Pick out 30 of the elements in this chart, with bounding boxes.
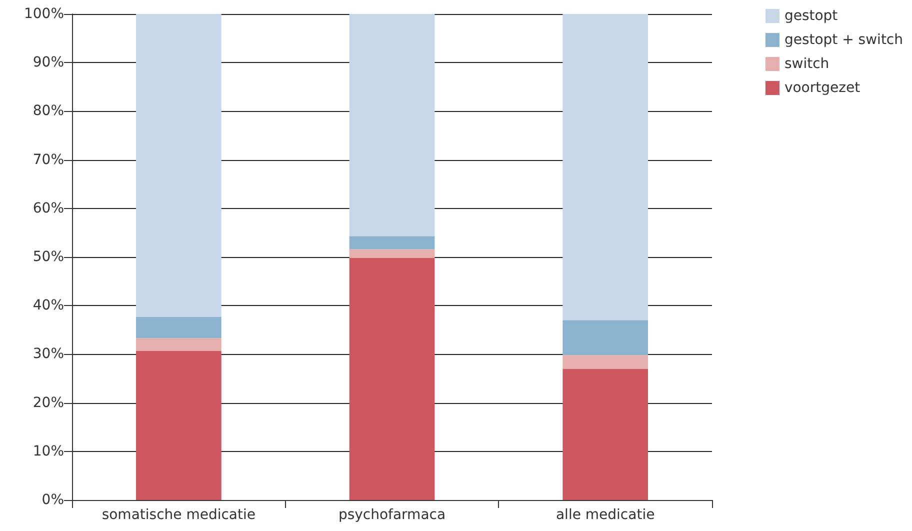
bar bbox=[562, 14, 648, 320]
x-tick-label: somatische medicatie bbox=[102, 507, 256, 523]
bar bbox=[562, 355, 648, 369]
y-tick-label: 0% bbox=[42, 492, 64, 508]
legend-label: gestopt + switch bbox=[784, 32, 904, 48]
y-tick-label: 10% bbox=[32, 443, 64, 460]
bar bbox=[562, 368, 648, 500]
y-tick-label: 50% bbox=[32, 249, 64, 265]
bar bbox=[136, 338, 222, 351]
legend-label: voortgezet bbox=[784, 80, 861, 96]
legend-label: gestopt bbox=[784, 8, 838, 24]
bar bbox=[562, 320, 648, 356]
bar bbox=[349, 14, 435, 236]
y-tick-label: 60% bbox=[32, 200, 64, 216]
x-tick-label: psychofarmaca bbox=[338, 507, 446, 523]
bar bbox=[136, 350, 222, 500]
y-tick-label: 40% bbox=[32, 298, 64, 314]
y-tick-label: 30% bbox=[32, 346, 64, 362]
bar bbox=[136, 316, 222, 338]
legend-label: switch bbox=[784, 56, 830, 72]
x-tick-label: alle medicatie bbox=[556, 507, 655, 523]
y-tick-label: 90% bbox=[32, 54, 64, 71]
bar bbox=[349, 249, 435, 258]
y-tick-label: 100% bbox=[24, 6, 64, 22]
bar bbox=[349, 236, 435, 250]
bar bbox=[349, 258, 435, 500]
y-tick-label: 20% bbox=[32, 394, 64, 411]
y-tick-label: 70% bbox=[32, 152, 64, 168]
bar bbox=[136, 14, 222, 317]
y-tick-label: 80% bbox=[32, 103, 64, 120]
